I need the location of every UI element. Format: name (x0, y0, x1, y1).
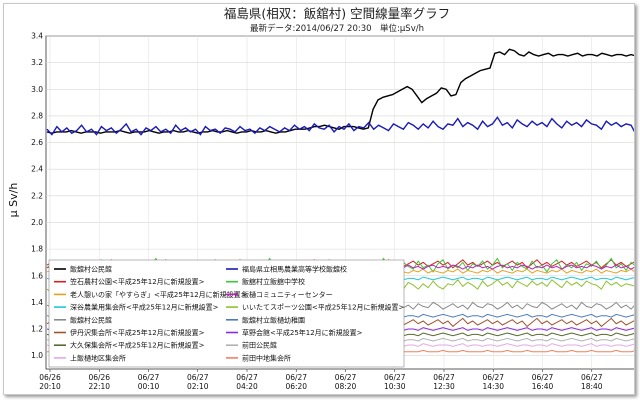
x-tick-time: 10:30 (384, 382, 406, 391)
legend-label: 草野会館<平成25年12月に新規設置> (242, 328, 363, 337)
legend-label: 大久保集会所<平成25年12月に新規設置> (70, 341, 205, 350)
chart-title: 福島県(相双：飯舘村) 空間線量率グラフ (224, 6, 450, 21)
x-tick-time: 00:10 (138, 382, 160, 391)
y-tick-label: 3.4 (31, 32, 43, 41)
x-tick-date: 06/27 (236, 373, 258, 382)
legend-label: 飯樋コミュニティーセンター (242, 290, 333, 299)
x-tick-time: 14:30 (482, 382, 504, 391)
x-tick-date: 06/27 (384, 373, 406, 382)
series-line (46, 116, 634, 136)
x-tick-date: 06/26 (39, 373, 61, 382)
legend-label: 笠石農村公園<平成25年12月に新規設置> (70, 277, 205, 286)
legend-label: 伊丹沢集会所<平成25年12月に新規設置> (70, 328, 205, 337)
x-tick-date: 06/27 (285, 373, 307, 382)
legend-label: 上飯樋地区集会所 (70, 353, 126, 362)
axes: 1.0 1.2 1.4 1.6 1.8 2.0 2.2 2.4 2.6 2.8 3.0 3.2 3.4 0… (31, 32, 603, 392)
legend-box (48, 259, 405, 368)
x-tick-date: 06/26 (88, 373, 110, 382)
y-tick-label: 2.4 (31, 165, 43, 174)
y-tick-label: 3.0 (31, 85, 43, 94)
y-tick-label: 1.0 (31, 351, 43, 360)
y-axis-label: μ Sv/h (7, 183, 20, 218)
x-tick-date: 06/27 (482, 373, 504, 382)
x-tick-date: 06/27 (335, 373, 357, 382)
legend-label: 福島県立相馬農業高等学校飯舘校 (242, 265, 347, 274)
legend-label: 深谷農業用集会所<平成25年12月に新規設置> (70, 303, 219, 312)
x-tick-time: 08:20 (335, 382, 357, 391)
y-tick-label: 1.8 (31, 245, 43, 254)
x-tick-time: 22:10 (88, 382, 110, 391)
y-tick-label: 1.6 (31, 271, 43, 280)
legend-label: 前田公民館 (242, 341, 277, 350)
y-tick-label: 2.2 (31, 191, 43, 200)
radiation-line-chart: 福島県(相双：飯舘村) 空間線量率グラフ 最新データ:2014/06/27 20… (7, 6, 634, 392)
x-tick-time: 06:20 (285, 382, 307, 391)
y-tick-label: 1.4 (31, 298, 43, 307)
legend-label: 老人憩いの家「やすらぎ」<平成25年12月に新規設置> (70, 290, 247, 299)
y-tick-label: 2.6 (31, 138, 43, 147)
x-tick-date: 06/27 (532, 373, 554, 382)
x-tick-time: 20:10 (39, 382, 61, 391)
y-tick-label: 3.2 (31, 58, 43, 67)
chart-frame: 福島県(相双：飯舘村) 空間線量率グラフ 最新データ:2014/06/27 20… (3, 3, 635, 395)
x-tick-date: 06/27 (138, 373, 160, 382)
chart-subtitle: 最新データ:2014/06/27 20:30 単位:μSv/h (250, 23, 424, 34)
legend-label: いいたてスポーツ公園<平成25年12月に新規設置> (242, 303, 405, 312)
legend-label: 前田中地集会所 (242, 353, 291, 362)
legend: 飯舘村公民館 福島県立相馬農業高等学校飯舘校笠石農村公園<平成25年12月に新規設… (48, 259, 405, 368)
x-tick-time: 02:10 (187, 382, 209, 391)
y-tick-label: 2.0 (31, 218, 43, 227)
x-tick-time: 18:40 (581, 382, 603, 391)
legend-label: 飯舘村立飯舘中学校 (242, 277, 305, 286)
x-tick-time: 12:30 (433, 382, 455, 391)
x-tick-date: 06/27 (581, 373, 603, 382)
y-tick-label: 2.8 (31, 111, 43, 120)
y-tick-label: 1.2 (31, 325, 43, 334)
legend-label: 飯舘村公民館 (70, 265, 112, 274)
x-tick-time: 04:20 (236, 382, 258, 391)
x-tick-time: 16:40 (532, 382, 554, 391)
legend-label: 飯舘村公民館 (70, 315, 112, 324)
x-tick-date: 06/27 (433, 373, 455, 382)
legend-label: 飯舘村立飯樋幼稚園 (242, 315, 305, 324)
x-tick-date: 06/27 (187, 373, 209, 382)
